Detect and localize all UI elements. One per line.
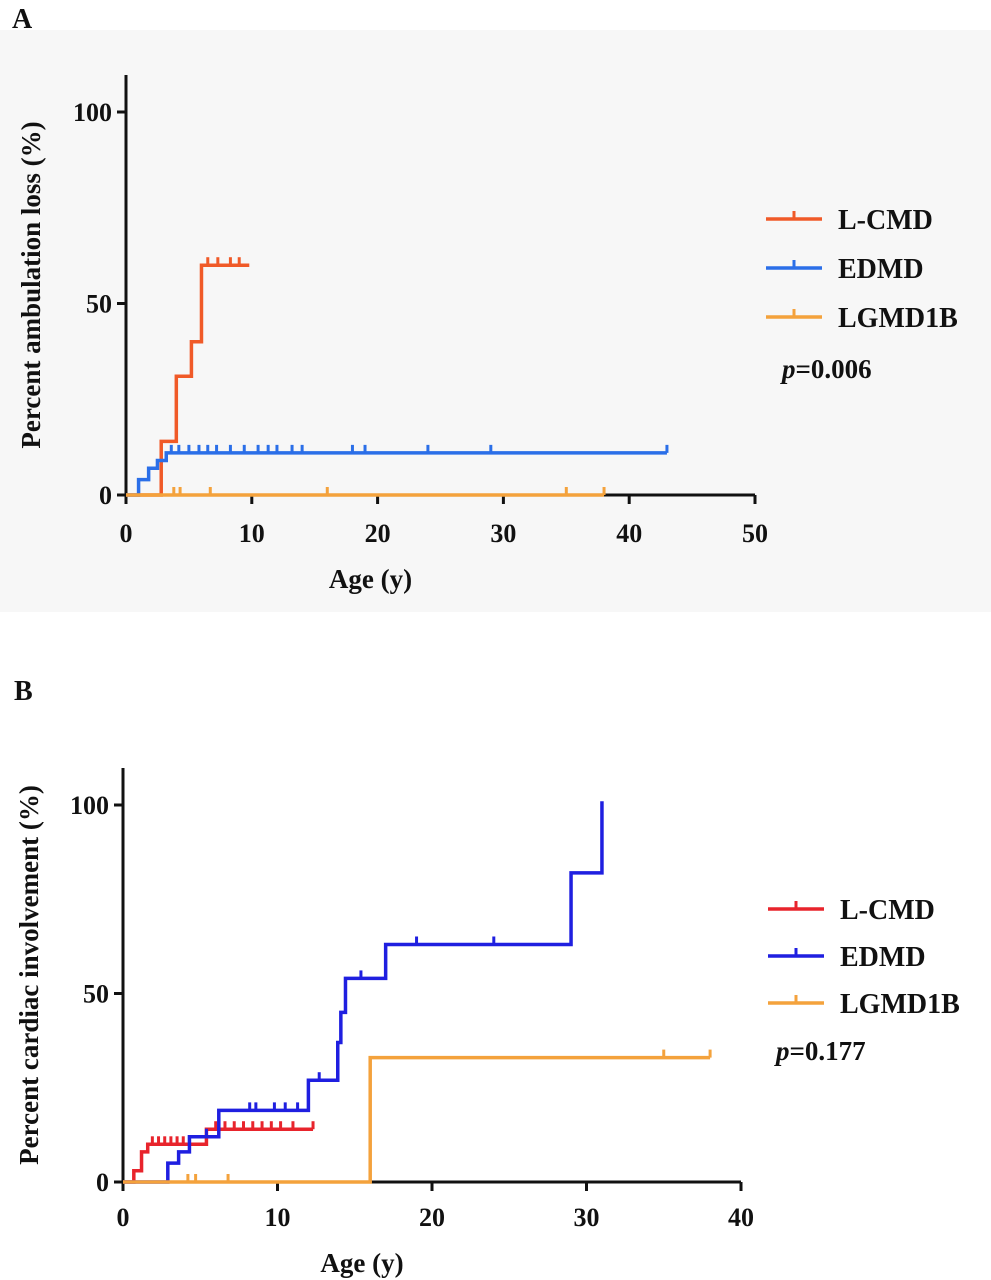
y-tick-label: 100 xyxy=(70,791,109,820)
legend-label-lgmd1b: LGMD1B xyxy=(838,303,958,334)
p-value-label: p=0.177 xyxy=(774,1036,866,1066)
x-tick-label: 40 xyxy=(728,1203,754,1232)
series-line-edmd xyxy=(126,451,667,497)
p-symbol: p xyxy=(774,1036,790,1066)
x-tick-label: 30 xyxy=(490,519,516,548)
x-tick-label: 20 xyxy=(365,519,391,548)
y-tick-label: 50 xyxy=(86,290,112,319)
legend-label-edmd: EDMD xyxy=(838,254,924,285)
series-line-lgmd1b xyxy=(123,1055,711,1184)
x-tick-label: 10 xyxy=(239,519,265,548)
p-value: =0.006 xyxy=(796,354,872,384)
panel-b-letter: B xyxy=(14,676,33,707)
legend-label-edmd: EDMD xyxy=(840,942,926,973)
x-axis-title: Age (y) xyxy=(329,564,412,594)
legend-label-l-cmd: L-CMD xyxy=(838,205,933,236)
y-tick-label: 50 xyxy=(83,980,109,1009)
p-symbol: p xyxy=(780,354,796,384)
chart-panel-b: 0 10 20 30 40 0 50 100 Age (y) Percent cardiac in… xyxy=(14,768,960,1278)
x-tick-label: 50 xyxy=(742,519,768,548)
series-line-l-cmd xyxy=(126,263,250,497)
p-value-label: p=0.006 xyxy=(780,354,872,384)
legend-label-lgmd1b: LGMD1B xyxy=(840,989,960,1020)
series-line-edmd xyxy=(123,801,604,1184)
x-axis-title: Age (y) xyxy=(320,1248,403,1278)
chart-panel-a: 0 10 20 30 40 50 0 50 100 Age (y) Percent ambulati… xyxy=(16,75,958,594)
y-tick-label: 0 xyxy=(96,1168,109,1197)
y-axis-title: Percent cardiac involvement (%) xyxy=(14,785,44,1165)
x-tick-label: 20 xyxy=(419,1203,445,1232)
panel-a-letter: A xyxy=(12,4,33,35)
x-tick-label: 10 xyxy=(265,1203,291,1232)
x-tick-label: 0 xyxy=(117,1203,130,1232)
x-tick-label: 40 xyxy=(616,519,642,548)
legend-label-l-cmd: L-CMD xyxy=(840,895,935,926)
x-tick-label: 0 xyxy=(120,519,133,548)
y-axis-title: Percent ambulation loss (%) xyxy=(16,121,46,448)
y-tick-label: 100 xyxy=(73,98,112,127)
x-tick-label: 30 xyxy=(574,1203,600,1232)
p-value: =0.177 xyxy=(790,1036,866,1066)
panel-a-background xyxy=(0,30,991,612)
y-tick-label: 0 xyxy=(99,481,112,510)
